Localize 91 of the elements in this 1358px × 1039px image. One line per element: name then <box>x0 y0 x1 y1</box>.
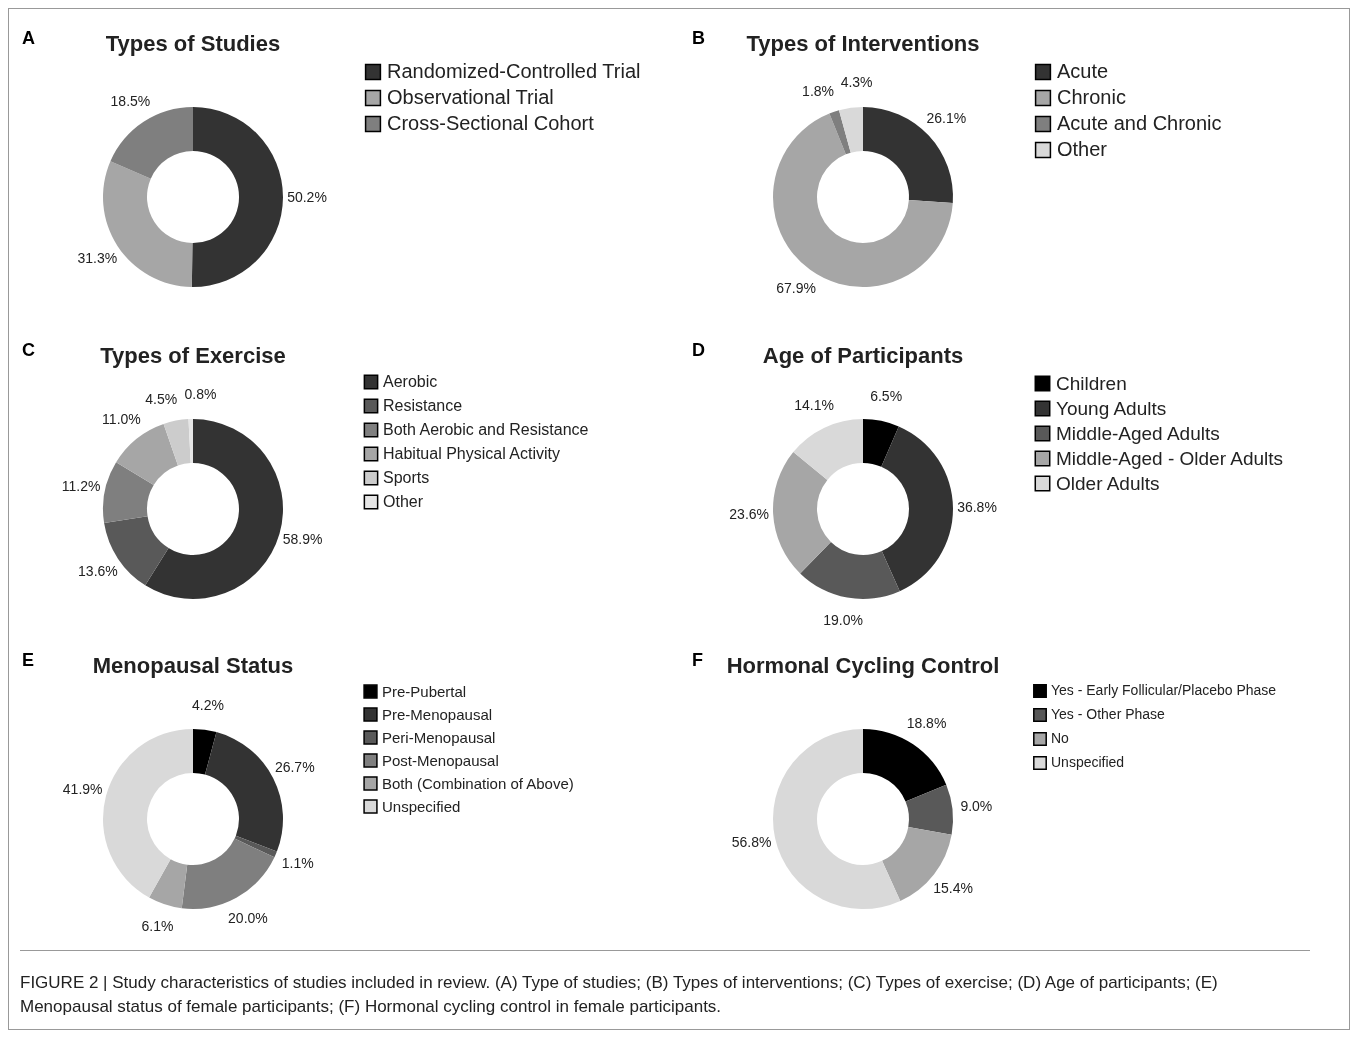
legend-label: Post-Menopausal <box>382 751 499 769</box>
legend-label: Yes - Other Phase <box>1051 706 1166 722</box>
data-label: 18.5% <box>110 92 151 109</box>
legend-label: Yes - Early Follicular/Placebo Phase <box>1051 682 1277 698</box>
donut-slice <box>181 838 275 909</box>
legend-label: Unspecified <box>382 797 461 815</box>
chart-title: Age of Participants <box>762 343 964 368</box>
legend-label: Resistance <box>383 397 463 414</box>
data-label: 11.0% <box>102 411 141 428</box>
data-label: 4.3% <box>840 74 873 91</box>
donut-slice <box>191 107 283 287</box>
data-label: 15.4% <box>933 879 973 896</box>
chart-title: Types of Studies <box>105 31 281 56</box>
donut-slice <box>863 729 947 802</box>
text: F <box>692 650 703 671</box>
donut-slice <box>188 419 193 464</box>
data-label: 13.6% <box>78 562 118 579</box>
donut-slice <box>110 107 193 179</box>
caption: FIGURE 2 | Study characteristics of studies included in review. (A) Type of studies; (B) Types of interventions; (C) Types of exercise; (D) Age of participants; (E) Menopausal status of female participants; (F) Hormonal cycling control in female participants. <box>20 972 1219 1018</box>
legend-label: Pre-Pubertal <box>382 682 467 700</box>
legend-label: Middle-Aged Adults <box>1056 422 1220 444</box>
donut-slice <box>800 541 900 599</box>
legend-label: Other <box>383 493 424 510</box>
legend-label: Both (Combination of Above) <box>382 774 574 792</box>
legend-label: Acute and Chronic <box>1057 112 1222 134</box>
donut-slice <box>773 729 901 909</box>
donut-slice <box>234 835 277 858</box>
data-label: 4.2% <box>192 696 224 713</box>
data-label: 1.1% <box>281 854 314 871</box>
legend-label: Observational Trial <box>387 86 554 108</box>
legend-label: Peri-Menopausal <box>382 728 496 746</box>
legend-label: Unspecified <box>1051 754 1125 770</box>
data-label: 31.3% <box>77 249 118 266</box>
chart-title: Menopausal Status <box>92 653 294 678</box>
legend-label: Aerobic <box>383 373 438 390</box>
data-label: 20.0% <box>228 909 268 926</box>
data-label: 36.8% <box>957 499 997 516</box>
data-label: 67.9% <box>776 280 816 297</box>
data-label: 19.0% <box>823 612 863 629</box>
text: D <box>692 340 705 361</box>
data-label: 6.5% <box>870 388 903 405</box>
data-label: 6.1% <box>141 918 174 935</box>
data-label: 14.1% <box>794 397 834 413</box>
legend-label: Older Adults <box>1056 472 1160 494</box>
legend-label: Chronic <box>1057 86 1126 108</box>
donut-slice <box>881 426 953 592</box>
legend-label: Young Adults <box>1056 397 1167 419</box>
donut-slice <box>103 462 154 524</box>
donut-slice <box>193 729 217 775</box>
chart-title: Hormonal Cycling Control <box>726 653 1000 678</box>
text: C <box>22 340 35 361</box>
legend-label: Other <box>1057 138 1108 160</box>
legend-label: No <box>1051 730 1070 746</box>
chart-title: Types of Exercise <box>100 343 286 368</box>
donut-slice <box>773 452 831 574</box>
data-label: 11.2% <box>61 477 101 494</box>
data-label: 26.7% <box>274 758 315 775</box>
legend-label: Children <box>1056 372 1127 394</box>
donut-slice <box>149 859 188 909</box>
data-label: 18.8% <box>906 715 947 732</box>
donut-slice <box>793 419 863 480</box>
data-label: 23.6% <box>729 506 770 523</box>
legend-label: Sports <box>383 469 430 486</box>
donut-slice <box>839 107 863 153</box>
donut-slice <box>145 419 283 599</box>
text: B <box>692 28 705 49</box>
donut-slice <box>116 423 178 486</box>
data-label: 0.8% <box>184 386 217 403</box>
legend-label: Randomized-Controlled Trial <box>387 60 641 82</box>
text: A <box>22 28 35 49</box>
data-label: 50.2% <box>287 188 327 205</box>
donut-slice <box>163 419 191 466</box>
data-label: 26.1% <box>926 110 967 127</box>
data-label: 58.9% <box>282 531 323 548</box>
data-label: 41.9% <box>62 781 103 798</box>
text: E <box>22 650 35 671</box>
donut-slice <box>829 110 851 155</box>
legend-label: Both Aerobic and Resistance <box>383 421 589 438</box>
donut-slice <box>905 784 953 835</box>
legend-label: Pre-Menopausal <box>382 705 493 723</box>
data-label: 56.8% <box>731 834 772 851</box>
legend-label: Cross-Sectional Cohort <box>387 112 595 134</box>
data-label: 4.5% <box>145 390 178 407</box>
legend-label: Habitual Physical Activity <box>383 445 560 462</box>
data-label: 1.8% <box>802 83 835 100</box>
legend-label: Middle-Aged - Older Adults <box>1056 447 1284 469</box>
chart-title: Types of Interventions <box>746 31 980 56</box>
legend-label: Acute <box>1057 60 1109 82</box>
donut-slice <box>863 419 899 467</box>
data-label: 9.0% <box>960 797 993 814</box>
donut-slice <box>103 729 193 898</box>
